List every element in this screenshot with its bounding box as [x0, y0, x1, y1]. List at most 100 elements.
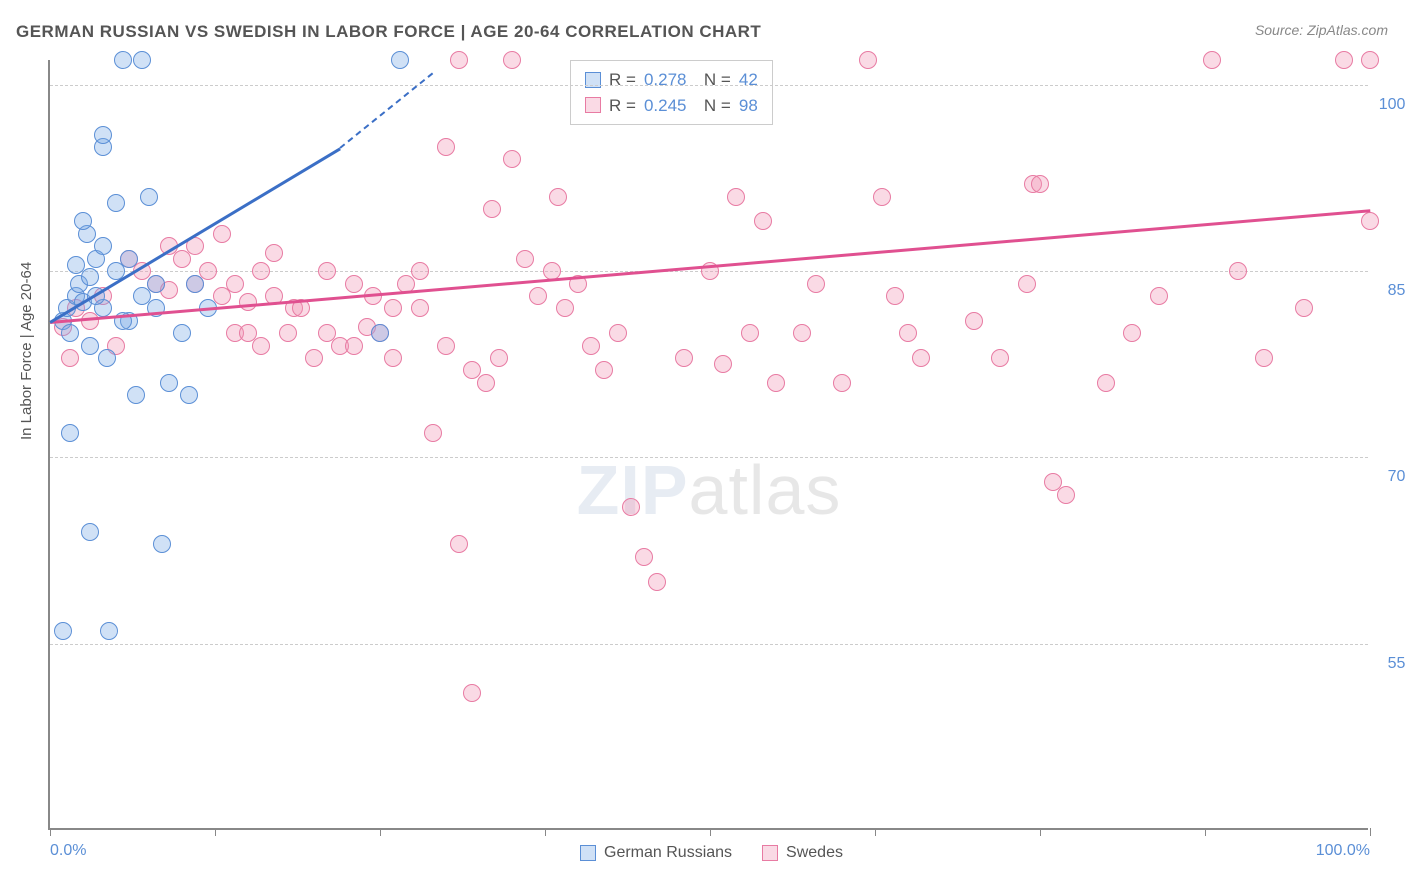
data-point [886, 287, 904, 305]
data-point [463, 684, 481, 702]
data-point [767, 374, 785, 392]
data-point [384, 299, 402, 317]
data-point [1123, 324, 1141, 342]
data-point [67, 256, 85, 274]
data-point [318, 262, 336, 280]
data-point [411, 299, 429, 317]
data-point [54, 622, 72, 640]
data-point [1031, 175, 1049, 193]
x-tick [50, 828, 51, 836]
data-point [180, 386, 198, 404]
watermark-thin: atlas [689, 451, 842, 529]
data-point [120, 250, 138, 268]
y-tick-label: 85.0% [1373, 282, 1406, 300]
data-point [714, 355, 732, 373]
data-point [239, 293, 257, 311]
data-point [226, 275, 244, 293]
data-point [1097, 374, 1115, 392]
data-point [345, 337, 363, 355]
data-point [98, 349, 116, 367]
gridline [50, 85, 1368, 86]
data-point [252, 262, 270, 280]
data-point [595, 361, 613, 379]
stats-row-2: R = 0.245 N = 98 [585, 93, 758, 119]
data-point [648, 573, 666, 591]
data-point [384, 349, 402, 367]
legend-item-1: German Russians [580, 844, 732, 862]
data-point [529, 287, 547, 305]
data-point [133, 51, 151, 69]
data-point [1150, 287, 1168, 305]
data-point [503, 150, 521, 168]
x-tick [1040, 828, 1041, 836]
x-tick [875, 828, 876, 836]
data-point [1295, 299, 1313, 317]
stats-row-1: R = 0.278 N = 42 [585, 67, 758, 93]
data-point [1057, 486, 1075, 504]
y-tick-label: 70.0% [1373, 468, 1406, 486]
data-point [265, 244, 283, 262]
data-point [391, 51, 409, 69]
data-point [833, 374, 851, 392]
data-point [635, 548, 653, 566]
data-point [912, 349, 930, 367]
data-point [424, 424, 442, 442]
data-point [437, 337, 455, 355]
stat-r-label: R = [609, 93, 636, 119]
data-point [160, 374, 178, 392]
data-point [252, 337, 270, 355]
data-point [556, 299, 574, 317]
y-tick-label: 55.0% [1373, 655, 1406, 673]
data-point [483, 200, 501, 218]
legend-item-2: Swedes [762, 844, 843, 862]
data-point [899, 324, 917, 342]
data-point [74, 212, 92, 230]
data-point [516, 250, 534, 268]
data-point [61, 349, 79, 367]
data-point [81, 268, 99, 286]
data-point [114, 51, 132, 69]
stat-r-value-1: 0.278 [644, 67, 687, 93]
watermark-bold: ZIP [577, 451, 689, 529]
data-point [153, 535, 171, 553]
data-point [609, 324, 627, 342]
data-point [450, 51, 468, 69]
data-point [1361, 51, 1379, 69]
data-point [100, 622, 118, 640]
legend-swatch-1 [580, 845, 596, 861]
legend-label-2: Swedes [786, 844, 843, 862]
data-point [140, 188, 158, 206]
data-point [371, 324, 389, 342]
data-point [1361, 212, 1379, 230]
data-point [81, 337, 99, 355]
stat-r-value-2: 0.245 [644, 93, 687, 119]
data-point [582, 337, 600, 355]
gridline [50, 644, 1368, 645]
legend-swatch-2 [762, 845, 778, 861]
data-point [859, 51, 877, 69]
data-point [345, 275, 363, 293]
x-tick [1370, 828, 1371, 836]
gridline [50, 457, 1368, 458]
stat-n-value-2: 98 [739, 93, 758, 119]
data-point [279, 324, 297, 342]
x-tick [1205, 828, 1206, 836]
data-point [1203, 51, 1221, 69]
data-point [318, 324, 336, 342]
data-point [549, 188, 567, 206]
data-point [127, 386, 145, 404]
data-point [94, 237, 112, 255]
data-point [81, 523, 99, 541]
watermark: ZIPatlas [577, 450, 842, 530]
data-point [1335, 51, 1353, 69]
x-tick [215, 828, 216, 836]
data-point [490, 349, 508, 367]
data-point [741, 324, 759, 342]
data-point [186, 275, 204, 293]
x-tick-label: 0.0% [50, 842, 86, 860]
data-point [622, 498, 640, 516]
data-point [807, 275, 825, 293]
data-point [107, 194, 125, 212]
data-point [437, 138, 455, 156]
data-point [213, 225, 231, 243]
